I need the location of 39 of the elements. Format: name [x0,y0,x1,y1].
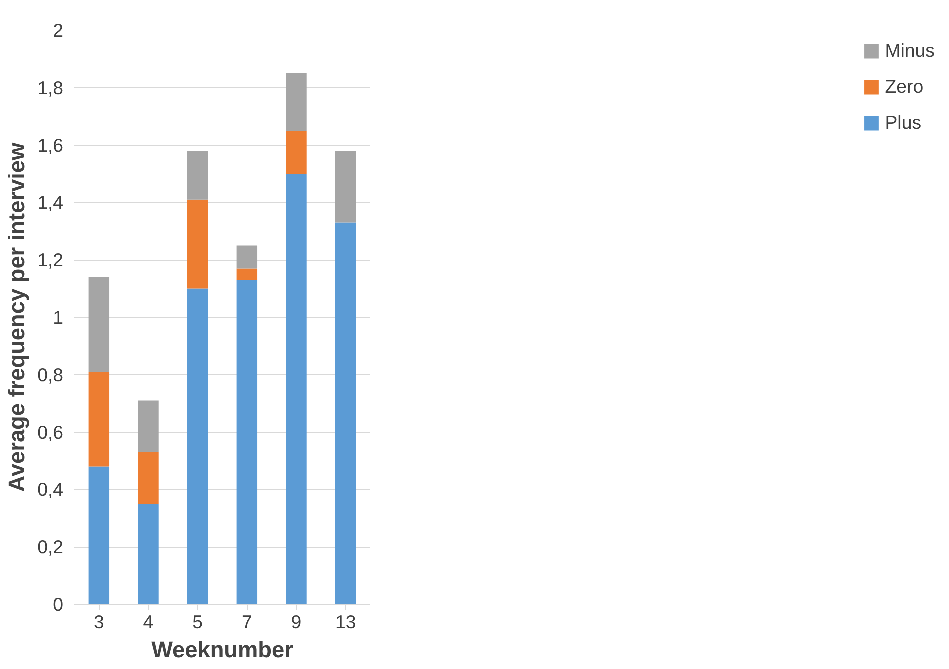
bar [286,130,307,174]
bar [286,74,307,131]
bar [236,280,258,604]
y-tick-label: 2 [53,20,64,41]
x-axis-title: Weeknumber [152,636,294,662]
legend-label: Minus [885,40,935,62]
bar [286,174,307,604]
x-tick-label: 3 [94,612,104,632]
y-tick-label: 0,2 [38,536,64,558]
y-tick-label: 0 [53,594,64,615]
y-axis-title: Average frequency per interview [4,142,30,492]
bar [138,400,159,452]
bar [187,151,208,200]
bar [138,452,159,504]
y-tick-label: 1 [53,307,64,328]
bar [335,151,356,223]
bar [236,268,258,280]
legend-label: Zero [885,76,924,98]
bar [236,246,258,269]
x-tick-label: 4 [143,612,154,632]
y-tick-label: 0,6 [38,422,64,443]
legend-label: Plus [885,112,922,134]
bar [88,466,110,604]
bar [88,372,110,467]
x-tick-label: 7 [242,612,252,632]
bar [88,277,110,372]
bar [335,222,356,604]
y-tick-label: 1,4 [38,192,64,214]
y-tick-label: 0,8 [38,364,64,386]
x-tick-label: 13 [335,612,356,632]
y-tick-label: 0,4 [38,479,64,500]
y-tick-label: 1,6 [38,134,64,156]
bar [187,200,208,289]
bar [187,288,208,604]
y-tick-label: 1,8 [38,77,64,98]
y-tick-label: 1,2 [38,250,64,271]
x-tick-label: 5 [192,612,204,632]
x-tick-label: 9 [291,612,302,632]
bar [138,504,159,604]
